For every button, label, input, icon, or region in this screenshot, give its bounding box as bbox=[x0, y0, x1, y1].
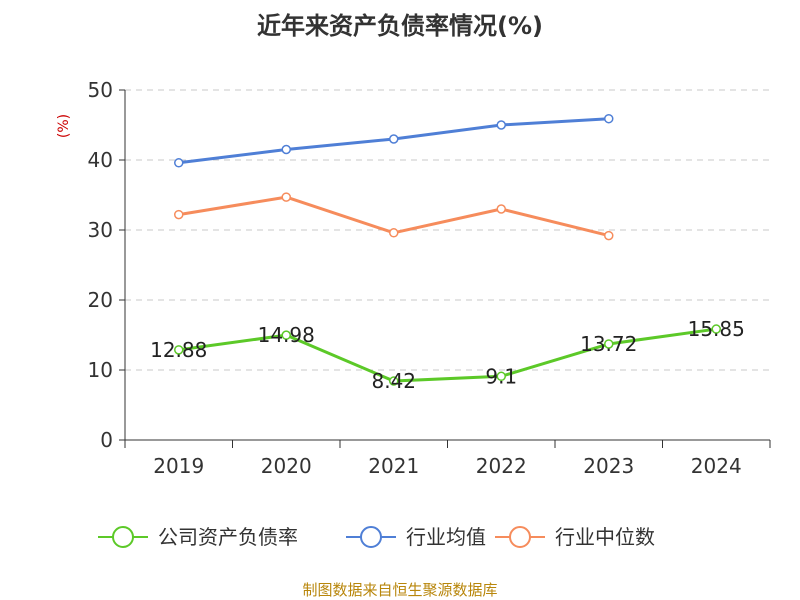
x-tick-label: 2021 bbox=[368, 454, 419, 478]
x-tick-label: 2022 bbox=[476, 454, 527, 478]
data-point bbox=[389, 134, 399, 144]
legend-marker bbox=[509, 526, 531, 548]
y-tick-label: 10 bbox=[88, 358, 113, 382]
data-point bbox=[389, 376, 399, 386]
source-note: 制图数据来自恒生聚源数据库 bbox=[302, 581, 497, 599]
data-point bbox=[174, 209, 184, 220]
legend-label: 行业均值 bbox=[406, 525, 486, 549]
data-point bbox=[281, 192, 291, 202]
data-label: 12.88 bbox=[150, 338, 207, 362]
y-tick-label: 30 bbox=[88, 218, 113, 242]
data-point bbox=[496, 371, 506, 382]
y-tick-label: 40 bbox=[88, 148, 113, 172]
grid bbox=[125, 89, 770, 371]
data-label: 14.98 bbox=[258, 323, 315, 347]
series-line bbox=[178, 327, 717, 383]
data-point bbox=[604, 113, 614, 124]
chart-title: 近年来资产负债率情况(%) bbox=[257, 12, 543, 40]
data-point bbox=[711, 324, 721, 334]
data-label: 8.42 bbox=[371, 369, 416, 393]
y-tick-label: 0 bbox=[100, 428, 113, 452]
x-tick-label: 2020 bbox=[261, 454, 312, 478]
legend: 公司资产负债率 行业均值 行业中位数 bbox=[98, 525, 655, 549]
data-point bbox=[604, 230, 614, 241]
data-label: 15.85 bbox=[688, 317, 745, 341]
y-tick-label: 50 bbox=[88, 78, 113, 102]
data-label: 9.1 bbox=[485, 364, 517, 388]
x-tick-label: 2019 bbox=[153, 454, 204, 478]
data-point bbox=[389, 228, 399, 238]
data-point bbox=[281, 330, 291, 340]
legend-marker bbox=[360, 526, 382, 548]
data-point bbox=[174, 345, 184, 355]
series-layer: 12.88 14.98 8.42 9.1 13.72 15.85 bbox=[150, 113, 745, 393]
legend-label: 公司资产负债率 bbox=[158, 525, 298, 549]
data-point bbox=[496, 120, 506, 130]
data-point bbox=[174, 158, 184, 168]
axes: 0 10 20 30 40 50 2019 2020 2021 2022 2023 2024 bbox=[88, 78, 771, 478]
legend-label: 行业中位数 bbox=[555, 525, 655, 549]
data-point bbox=[281, 144, 291, 155]
data-point bbox=[604, 339, 614, 349]
data-label: 13.72 bbox=[580, 332, 637, 356]
x-tick-label: 2024 bbox=[691, 454, 742, 478]
y-axis-label: (%) bbox=[56, 114, 72, 138]
x-tick-label: 2023 bbox=[583, 454, 634, 478]
data-point bbox=[496, 204, 506, 214]
y-tick-label: 20 bbox=[88, 288, 113, 312]
legend-marker bbox=[112, 526, 134, 548]
